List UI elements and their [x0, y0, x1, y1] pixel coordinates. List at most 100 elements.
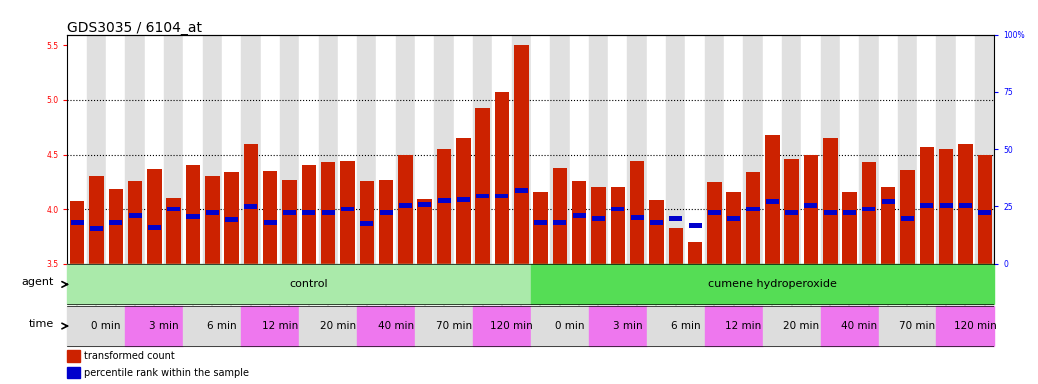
Bar [184, 35, 202, 263]
Bar [283, 210, 296, 215]
Bar [842, 192, 856, 263]
Bar [492, 35, 512, 263]
Bar [878, 306, 936, 346]
Bar [340, 207, 354, 212]
Bar [785, 210, 798, 215]
Bar [109, 220, 122, 225]
Bar [377, 35, 395, 263]
Bar [823, 138, 838, 263]
Bar [241, 306, 299, 346]
Bar [589, 306, 647, 346]
Bar [647, 306, 705, 346]
Text: control: control [290, 280, 328, 290]
Text: 6 min: 6 min [208, 321, 237, 331]
Bar [898, 35, 918, 263]
Bar [570, 35, 589, 263]
Bar [399, 203, 412, 208]
Bar [299, 306, 357, 346]
Bar [552, 167, 567, 263]
Text: transformed count: transformed count [84, 351, 175, 361]
Bar [360, 221, 374, 226]
Bar [184, 306, 241, 346]
Text: 40 min: 40 min [378, 321, 414, 331]
Bar [202, 35, 222, 263]
Bar [530, 306, 589, 346]
Bar [512, 35, 530, 263]
Bar [322, 210, 334, 215]
Text: GDS3035 / 6104_at: GDS3035 / 6104_at [67, 21, 202, 35]
Bar [878, 35, 898, 263]
Bar [399, 154, 413, 263]
Bar [666, 35, 685, 263]
Bar [978, 210, 991, 215]
Bar [975, 35, 994, 263]
Bar [725, 35, 743, 263]
Bar [881, 199, 895, 204]
Bar [417, 199, 432, 263]
Bar [804, 203, 818, 208]
Text: 6 min: 6 min [671, 321, 701, 331]
Bar [550, 35, 570, 263]
Text: 120 min: 120 min [954, 321, 996, 331]
Bar [958, 144, 973, 263]
Bar [901, 217, 914, 221]
Bar [473, 35, 492, 263]
Bar [90, 226, 103, 231]
Text: 70 min: 70 min [436, 321, 471, 331]
Bar [785, 159, 799, 263]
Text: 40 min: 40 min [841, 321, 877, 331]
Bar [592, 187, 606, 263]
Bar [630, 161, 645, 263]
Bar [128, 181, 142, 263]
Bar [573, 213, 585, 218]
Bar [187, 214, 199, 219]
Text: 120 min: 120 min [490, 321, 532, 331]
Bar [745, 172, 760, 263]
Bar [67, 306, 126, 346]
Text: time: time [28, 319, 54, 329]
Text: 20 min: 20 min [784, 321, 819, 331]
Bar [337, 35, 357, 263]
Text: 0 min: 0 min [554, 321, 584, 331]
Bar [763, 306, 821, 346]
Bar [707, 182, 721, 263]
Bar [206, 210, 219, 215]
Bar [244, 144, 258, 263]
Bar [70, 202, 84, 263]
Bar [608, 35, 628, 263]
Bar [708, 210, 721, 215]
Bar [67, 265, 530, 305]
Bar [859, 35, 878, 263]
Bar [743, 35, 763, 263]
Bar [473, 306, 530, 346]
Bar [67, 367, 80, 379]
Bar [147, 169, 162, 263]
Bar [534, 192, 548, 263]
Bar [592, 217, 605, 221]
Bar [415, 306, 473, 346]
Bar [553, 220, 567, 225]
Bar [67, 350, 80, 362]
Bar [589, 35, 608, 263]
Bar [89, 176, 104, 263]
Bar [728, 217, 740, 221]
Bar [126, 306, 184, 346]
Bar [87, 35, 106, 263]
Bar [263, 171, 277, 263]
Bar [650, 220, 663, 225]
Bar [222, 35, 241, 263]
Text: 3 min: 3 min [149, 321, 179, 331]
Bar [862, 162, 876, 263]
Bar [843, 210, 856, 215]
Bar [147, 225, 161, 230]
Bar [956, 35, 975, 263]
Bar [319, 35, 337, 263]
Bar [264, 220, 277, 225]
Bar [359, 181, 374, 263]
Bar [840, 35, 859, 263]
Bar [959, 203, 972, 208]
Bar [628, 35, 647, 263]
Bar [900, 170, 914, 263]
Bar [437, 149, 452, 263]
Bar [67, 35, 87, 263]
